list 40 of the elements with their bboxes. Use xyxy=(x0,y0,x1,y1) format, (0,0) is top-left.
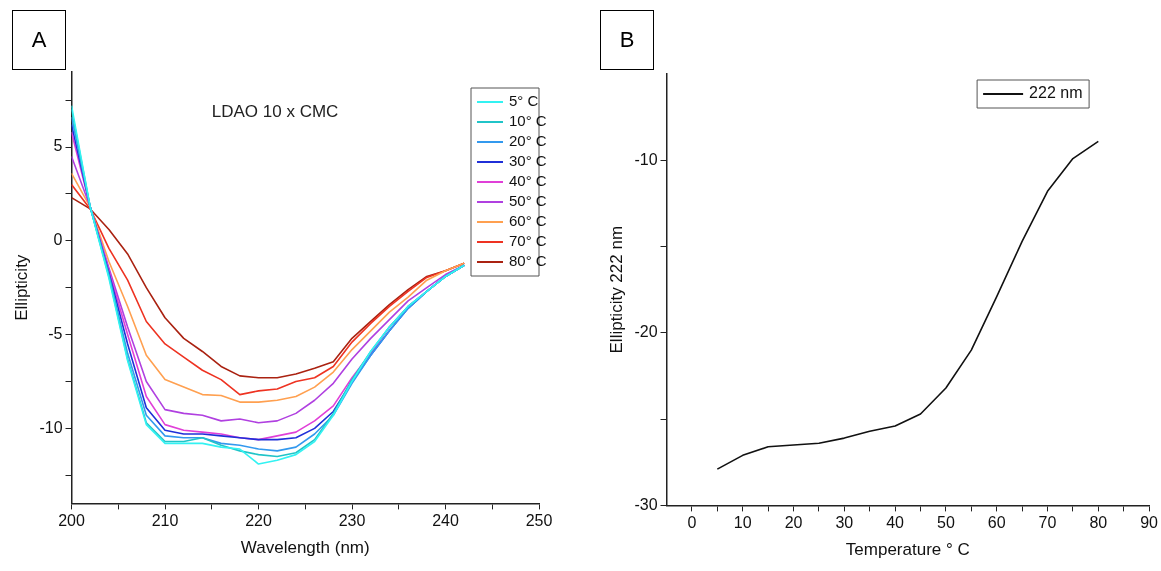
y-axis-title: Ellipticity 222 nm xyxy=(606,225,626,354)
x-tick-label: 230 xyxy=(338,512,366,530)
legend-label: 60° C xyxy=(509,212,547,230)
legend-label: 20° C xyxy=(509,132,547,150)
x-tick-label: 20 xyxy=(784,514,803,532)
x-tick-label: 200 xyxy=(58,512,85,530)
x-tick-label: 240 xyxy=(432,512,459,530)
y-tick-label: -30 xyxy=(634,495,658,513)
x-tick-label: 60 xyxy=(987,514,1006,532)
x-tick-label: 30 xyxy=(835,514,854,532)
legend-label: 40° C xyxy=(509,172,547,190)
chart-title: A xyxy=(12,10,66,70)
x-axis-title: Temperature ° C xyxy=(845,540,970,560)
x-tick-label: 80 xyxy=(1089,514,1108,532)
y-tick-label: 5 xyxy=(53,137,63,155)
legend-label: 80° C xyxy=(509,252,547,270)
x-tick-label: 210 xyxy=(151,512,179,530)
y-tick-label: -5 xyxy=(48,325,63,342)
annotation: LDAO 10 x CMC xyxy=(211,101,339,121)
y-axis-title: Ellipticity xyxy=(11,254,31,321)
x-axis-title: Wavelength (nm) xyxy=(240,538,370,558)
y-tick-label: -10 xyxy=(39,418,63,436)
x-tick-label: 40 xyxy=(886,514,905,532)
y-tick-label: -10 xyxy=(634,150,658,168)
legend-label: 70° C xyxy=(509,232,547,250)
y-tick-label: 0 xyxy=(53,231,63,249)
legend-label: 5° C xyxy=(509,92,539,110)
x-tick-label: 10 xyxy=(733,514,752,532)
legend-label: 10° C xyxy=(509,112,547,130)
y-tick-label: -20 xyxy=(634,323,658,341)
x-tick-label: 90 xyxy=(1140,514,1159,532)
legend-label: 222 nm xyxy=(1029,84,1083,102)
x-tick-label: 70 xyxy=(1038,514,1057,532)
legend-label: 30° C xyxy=(509,152,547,170)
x-tick-label: 220 xyxy=(245,512,272,530)
x-tick-label: 50 xyxy=(937,514,955,532)
x-tick-label: 0 xyxy=(687,514,697,532)
x-tick-label: 250 xyxy=(525,512,553,530)
chart-title: B xyxy=(600,10,654,70)
legend-label: 50° C xyxy=(509,192,547,210)
